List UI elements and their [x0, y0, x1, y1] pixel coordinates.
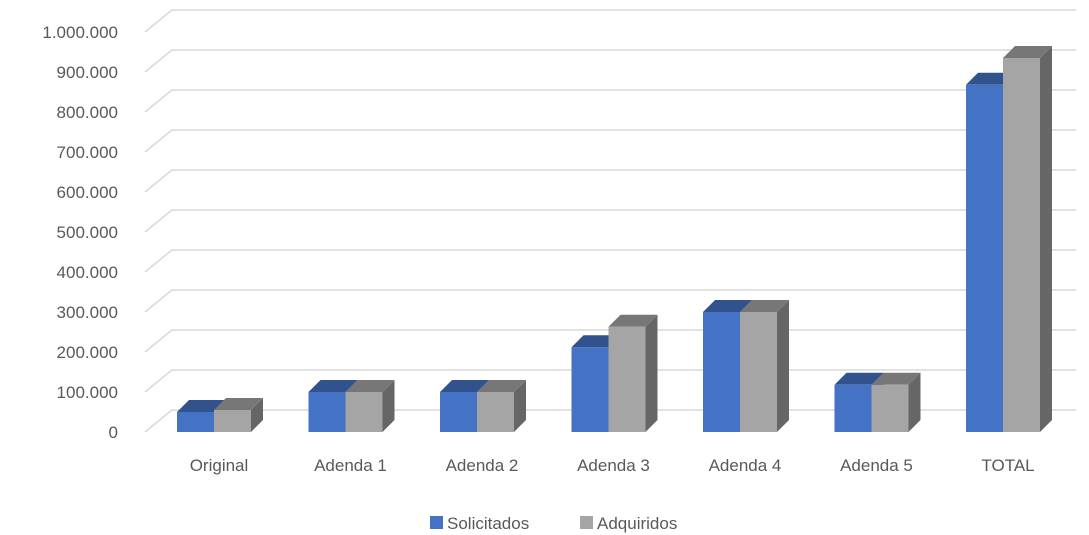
y-tick-label: 900.000 [57, 63, 118, 82]
x-tick-label: Adenda 1 [314, 456, 387, 475]
x-tick-label: Adenda 5 [840, 456, 913, 475]
x-tick-label: Adenda 3 [577, 456, 650, 475]
x-tick-label: TOTAL [981, 456, 1034, 475]
bars [177, 46, 1052, 433]
gridline [144, 89, 1076, 113]
bar-adquiridos-adenda-4 [740, 300, 789, 432]
x-tick-label: Adenda 2 [446, 456, 519, 475]
y-tick-label: 700.000 [57, 143, 118, 162]
legend-label-adquiridos: Adquiridos [597, 514, 677, 533]
gridlines [144, 9, 1076, 433]
y-tick-label: 100.000 [57, 383, 118, 402]
gridline [144, 49, 1076, 73]
y-tick-label: 600.000 [57, 183, 118, 202]
y-tick-label: 1.000.000 [42, 23, 118, 42]
bar-adquiridos-adenda-5 [871, 372, 921, 432]
legend-label-solicitados: Solicitados [447, 514, 529, 533]
y-axis-ticks: 0 100.000 200.000 300.000 400.000 500.000 600.… [42, 23, 118, 442]
bar-adquiridos-adenda-1 [345, 380, 395, 432]
y-tick-label: 400.000 [57, 263, 118, 282]
y-tick-label: 0 [109, 423, 118, 442]
legend-swatch-adquiridos [580, 516, 593, 529]
gridline [144, 169, 1076, 193]
y-tick-label: 800.000 [57, 103, 118, 122]
gridline [144, 9, 1076, 33]
bar-adquiridos-original [214, 398, 263, 432]
gridline [144, 129, 1076, 153]
gridline [144, 249, 1076, 273]
bar-adquiridos-adenda-3 [608, 314, 658, 432]
y-tick-label: 300.000 [57, 303, 118, 322]
x-axis-ticks: Original Adenda 1 Adenda 2 Adenda 3 Adenda 4… [190, 456, 1035, 475]
legend: Solicitados Adquiridos [430, 514, 677, 533]
gridline [144, 289, 1076, 313]
bar-adquiridos-adenda-2 [477, 380, 526, 432]
x-tick-label: Original [190, 456, 249, 475]
y-tick-label: 200.000 [57, 343, 118, 362]
legend-swatch-solicitados [430, 516, 443, 529]
gridline [144, 209, 1076, 233]
x-tick-label: Adenda 4 [709, 456, 782, 475]
y-tick-label: 500.000 [57, 223, 118, 242]
bar-adquiridos-total [1003, 46, 1052, 432]
